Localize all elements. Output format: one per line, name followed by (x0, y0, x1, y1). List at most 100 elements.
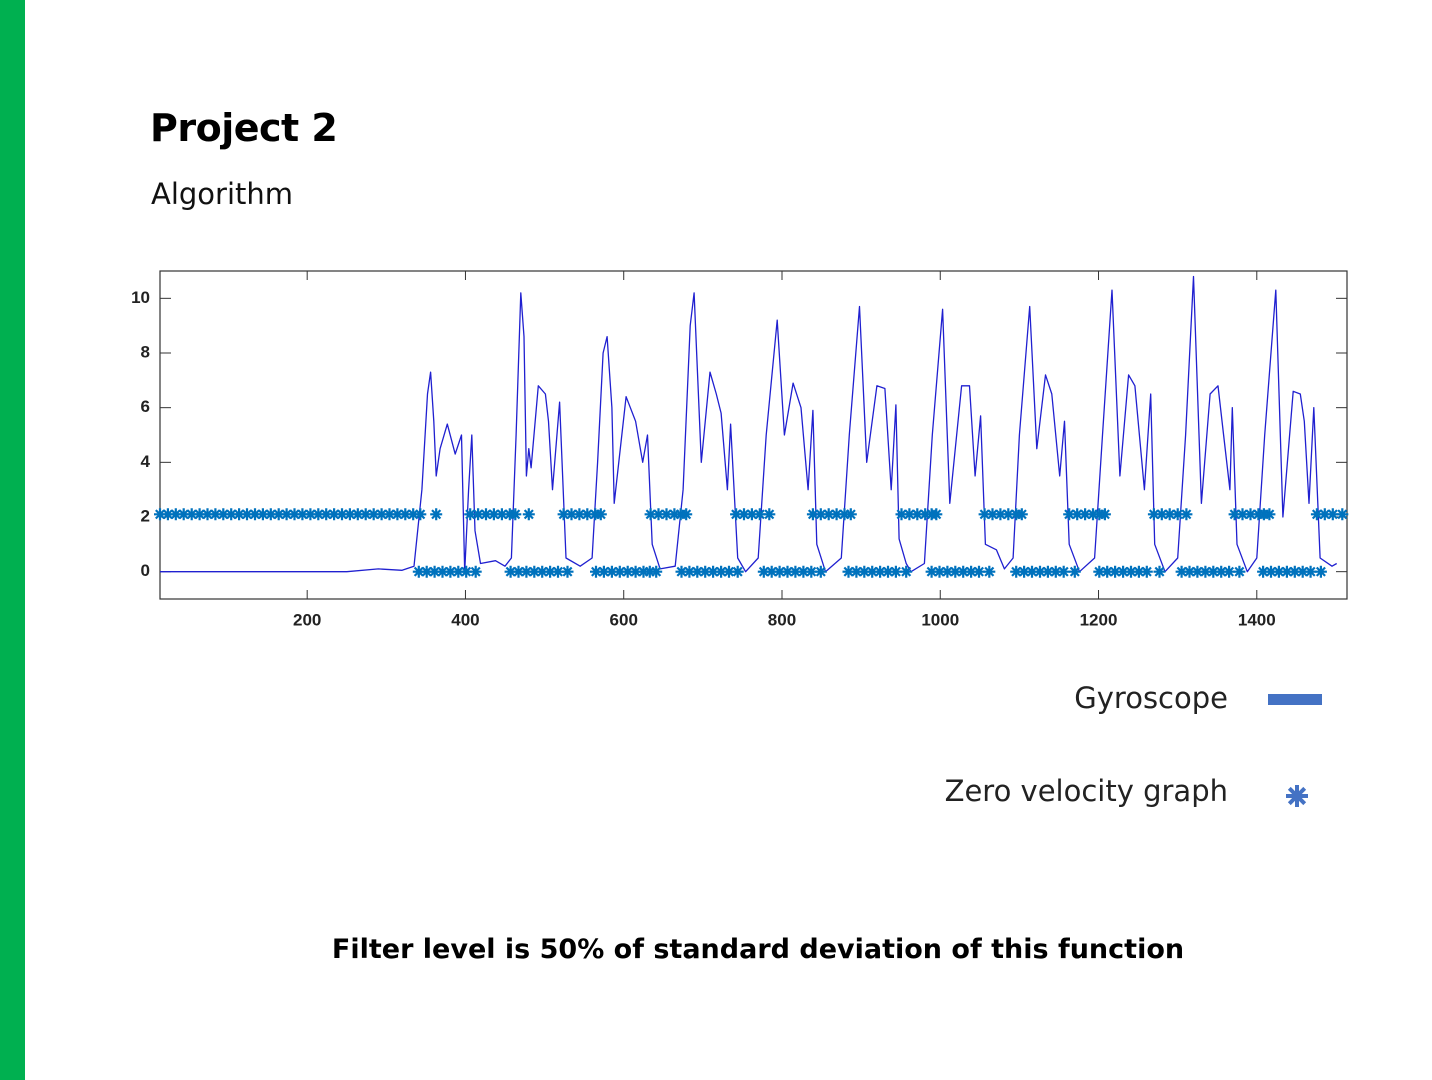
zero-velocity-marker (1041, 565, 1054, 578)
zero-velocity-marker (889, 565, 902, 578)
zero-velocity-marker (925, 565, 938, 578)
zero-velocity-marker (430, 508, 443, 521)
zero-velocity-marker (1117, 565, 1130, 578)
zero-velocity-marker (428, 565, 441, 578)
x-tick-label: 1400 (1238, 610, 1276, 629)
zero-velocity-marker (557, 508, 570, 521)
zero-velocity-marker (1228, 508, 1241, 521)
zero-velocity-marker (933, 565, 946, 578)
zero-velocity-marker (753, 508, 766, 521)
zero-velocity-marker (452, 565, 465, 578)
zero-velocity-marker (272, 508, 285, 521)
zero-velocity-marker (1223, 565, 1236, 578)
zero-velocity-marker (882, 565, 894, 578)
plot-frame (159, 270, 1348, 600)
zero-velocity-marker (444, 565, 457, 578)
y-tick-label: 8 (141, 342, 150, 361)
zero-velocity-marker (781, 565, 794, 578)
zero-velocity-marker (193, 508, 206, 521)
zero-velocity-marker (487, 508, 500, 521)
zero-velocity-marker (233, 508, 246, 521)
zero-velocity-marker (480, 508, 492, 521)
zero-velocity-marker (1098, 508, 1111, 521)
zero-velocity-marker (399, 508, 412, 521)
zero-velocity-marker (668, 508, 681, 521)
zero-velocity-marker (1132, 565, 1145, 578)
zero-velocity-marker (594, 508, 607, 521)
zero-velocity-marker (1280, 565, 1293, 578)
y-tick-label: 2 (141, 506, 150, 525)
zero-velocity-marker (209, 508, 222, 521)
zero-velocity-marker (573, 508, 586, 521)
y-tick-label: 4 (141, 452, 151, 471)
zero-velocity-marker (1155, 508, 1168, 521)
zero-velocity-marker (957, 565, 970, 578)
zero-velocity-marker (597, 565, 610, 578)
zero-velocity-marker (1010, 565, 1023, 578)
zero-velocity-marker (919, 508, 932, 521)
zero-velocity-marker (745, 508, 758, 521)
zero-velocity-marker (680, 508, 693, 521)
zero-velocity-marker (986, 508, 999, 521)
zero-velocity-marker (652, 508, 665, 521)
zero-velocity-marker (336, 508, 348, 521)
zero-velocity-marker (994, 508, 1007, 521)
zero-velocity-marker (1288, 565, 1301, 578)
zero-velocity-marker (536, 565, 549, 578)
zero-velocity-marker (256, 508, 269, 521)
zero-velocity-marker (900, 565, 913, 578)
zero-velocity-marker (814, 565, 827, 578)
zero-velocity-marker (581, 508, 594, 521)
y-tick-label: 6 (141, 397, 150, 416)
zero-velocity-marker (1093, 565, 1106, 578)
zero-velocity-marker (464, 508, 477, 521)
zero-velocity-marker (1140, 565, 1153, 578)
zero-velocity-marker (1191, 565, 1204, 578)
zero-velocity-marker (169, 508, 182, 521)
zero-velocity-marker (509, 508, 522, 521)
zero-velocity-marker (1034, 565, 1046, 578)
zero-velocity-marker (757, 565, 770, 578)
zero-velocity-marker (343, 508, 356, 521)
zero-velocity-marker (1180, 508, 1193, 521)
zero-velocity-marker (1087, 508, 1099, 521)
zero-velocity-marker (911, 508, 924, 521)
zero-velocity-marker (1318, 508, 1331, 521)
zero-velocity-marker (1063, 508, 1076, 521)
zero-velocity-marker (201, 508, 214, 521)
zero-velocity-marker (288, 508, 301, 521)
zero-velocity-marker (613, 565, 626, 578)
zero-velocity-marker (949, 565, 962, 578)
zero-velocity-marker (391, 508, 404, 521)
zero-velocity-marker (858, 565, 871, 578)
zero-velocity-marker (351, 508, 364, 521)
zero-velocity-marker (683, 565, 696, 578)
zero-velocity-marker (469, 565, 482, 578)
zero-velocity-marker (643, 565, 656, 578)
zero-velocity-marker (472, 508, 485, 521)
zero-velocity-marker (544, 565, 557, 578)
zero-velocity-marker (763, 508, 776, 521)
zero-velocity-marker (1071, 508, 1084, 521)
zero-velocity-marker (1314, 565, 1327, 578)
zero-velocity-marker (512, 565, 525, 578)
zero-velocity-marker (844, 508, 857, 521)
zero-velocity-marker (1057, 565, 1070, 578)
zero-velocity-marker (1026, 565, 1038, 578)
zero-velocity-marker (565, 508, 578, 521)
slide-subtitle: Algorithm (151, 177, 294, 211)
zero-velocity-marker (561, 565, 574, 578)
zero-velocity-marker (1296, 565, 1309, 578)
zero-velocity-marker (320, 508, 333, 521)
x-tick-label: 400 (451, 610, 479, 629)
zero-velocity-marker (1002, 508, 1015, 521)
legend-label: Gyroscope (1074, 681, 1228, 715)
zero-velocity-marker (522, 508, 535, 521)
zero-velocity-marker (590, 565, 602, 578)
zero-velocity-marker (691, 565, 704, 578)
x-tick-label: 800 (768, 610, 796, 629)
zero-velocity-marker (715, 565, 728, 578)
zero-velocity-marker (420, 565, 433, 578)
